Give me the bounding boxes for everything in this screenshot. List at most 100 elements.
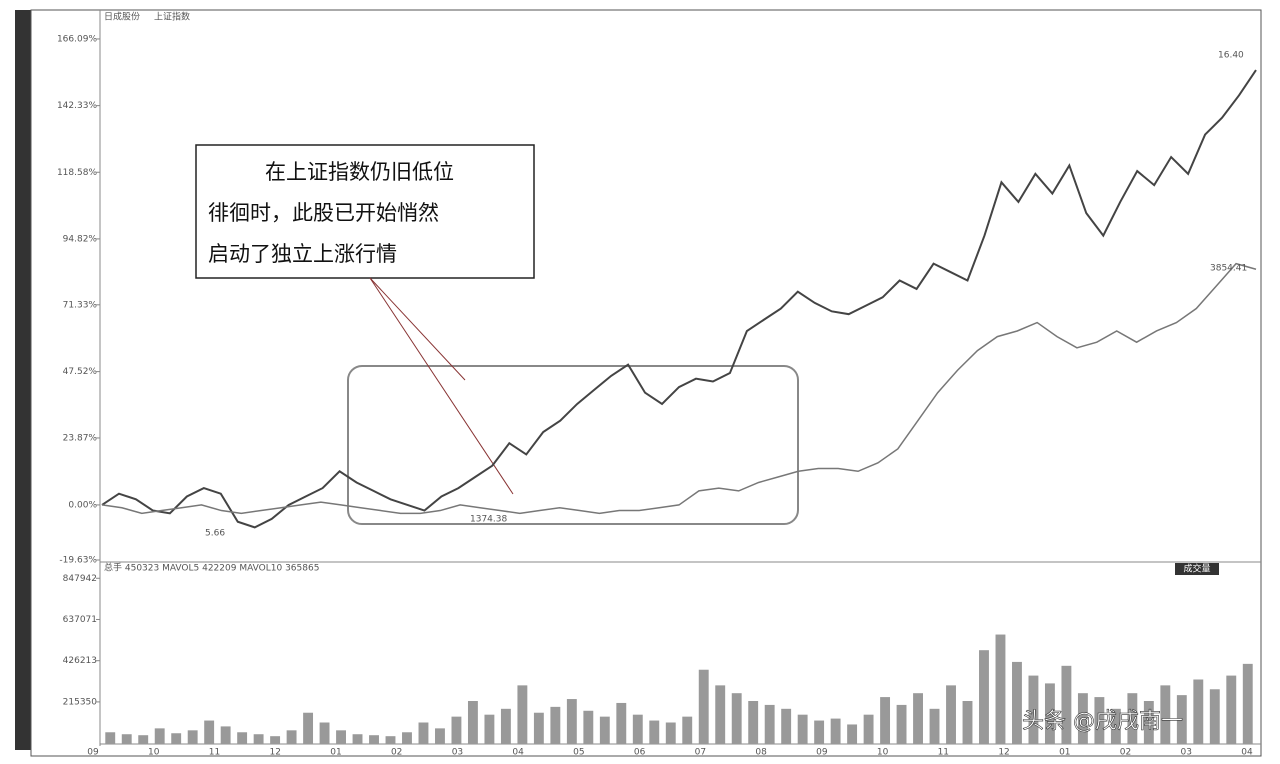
volume-bar <box>253 734 264 744</box>
volume-bar <box>863 714 874 744</box>
volume-tick-label: 215350 <box>63 697 98 707</box>
arrow <box>369 277 514 495</box>
x-tick-label: 05 <box>573 748 584 758</box>
volume-bar <box>237 732 248 744</box>
volume-bar <box>319 722 330 744</box>
volume-bar <box>303 712 314 744</box>
annotation: 3854.41 <box>1210 264 1247 274</box>
y-tick-label: 71.33% <box>63 300 98 310</box>
volume-bar <box>105 732 116 744</box>
volume-bar <box>550 706 561 744</box>
y-tick-label: 23.87% <box>63 433 98 443</box>
volume-bar <box>616 702 627 744</box>
volume-bar <box>1028 675 1039 744</box>
volume-bar <box>171 733 182 744</box>
legend-label: 日成股份 <box>104 11 140 23</box>
volume-bar <box>1160 685 1171 744</box>
x-tick-label: 01 <box>1059 748 1070 758</box>
x-tick-label: 09 <box>816 748 828 758</box>
volume-bar <box>1077 693 1088 744</box>
volume-bar <box>352 734 363 744</box>
volume-tab-label: 成交量 <box>1183 563 1210 575</box>
y-tick-label: 118.58% <box>57 168 97 178</box>
watermark: 头条 @戌戌南一 <box>1022 709 1183 734</box>
volume-bar <box>995 634 1006 744</box>
x-tick-label: 03 <box>1181 748 1192 758</box>
x-tick-label: 11 <box>938 748 949 758</box>
volume-bar <box>1242 663 1253 744</box>
x-tick-label: 10 <box>148 748 160 758</box>
volume-bar <box>880 697 891 744</box>
x-tick-label: 04 <box>1241 748 1253 758</box>
x-tick-label: 02 <box>1120 748 1131 758</box>
volume-header: 总手 450323 MAVOL5 422209 MAVOL10 365865 <box>104 562 319 574</box>
volume-bar <box>1044 683 1055 744</box>
volume-bar <box>1110 708 1121 744</box>
volume-bar <box>913 693 923 744</box>
volume-bar <box>814 720 825 744</box>
volume-bar <box>962 701 973 744</box>
volume-bar <box>1061 665 1072 744</box>
arrow <box>369 277 466 381</box>
x-tick-label: 11 <box>209 748 220 758</box>
volume-bar <box>385 736 396 744</box>
volume-bar <box>946 685 956 744</box>
x-tick-label: 01 <box>330 748 341 758</box>
volume-bar <box>402 732 412 744</box>
volume-bar <box>830 718 841 744</box>
volume-bar <box>583 710 594 744</box>
volume-bar <box>451 716 462 744</box>
volume-bar <box>896 704 907 744</box>
volume-bar <box>1012 661 1022 744</box>
volume-bar <box>979 650 989 744</box>
x-tick-label: 02 <box>391 748 402 758</box>
highlight-box <box>347 365 799 525</box>
volume-bar <box>715 685 726 744</box>
volume-bar <box>121 734 132 744</box>
volume-bar <box>698 669 709 744</box>
x-tick-label: 07 <box>695 748 706 758</box>
x-tick-label: 12 <box>998 748 1009 758</box>
note-line: 启动了独立上涨行情 <box>208 242 397 266</box>
note-box <box>195 144 535 279</box>
volume-bar <box>138 735 149 744</box>
volume-bar <box>154 728 165 744</box>
volume-bar <box>1209 689 1220 744</box>
volume-bar <box>632 714 643 744</box>
volume-bar <box>517 685 528 744</box>
x-tick-label: 10 <box>877 748 889 758</box>
x-tick-label: 03 <box>452 748 463 758</box>
x-tick-label: 06 <box>634 748 646 758</box>
volume-bar <box>220 726 231 744</box>
frame <box>30 9 1262 757</box>
price-line <box>101 262 1257 515</box>
volume-bar <box>929 708 940 744</box>
volume-bar <box>369 735 379 744</box>
annotation: 16.40 <box>1218 51 1244 61</box>
volume-bar <box>336 730 346 744</box>
volume-tick-label: 847942 <box>63 574 97 584</box>
volume-tick-label: 637071 <box>63 615 97 625</box>
volume-bar <box>764 704 775 744</box>
price-line <box>101 69 1257 529</box>
volume-bar <box>748 701 759 744</box>
volume-bar <box>1143 701 1154 744</box>
volume-bar <box>270 736 281 744</box>
annotation: 1374.38 <box>470 515 507 525</box>
volume-bar <box>731 693 742 744</box>
volume-bar <box>187 730 198 744</box>
volume-bar <box>533 712 544 744</box>
x-tick-label: 09 <box>87 748 99 758</box>
annotation: 5.66 <box>205 529 225 539</box>
volume-bar <box>649 720 660 744</box>
volume-bar <box>797 714 808 744</box>
volume-bar <box>500 708 511 744</box>
volume-bar <box>286 730 297 744</box>
y-tick-label: 142.33% <box>57 101 97 111</box>
volume-bar <box>467 701 478 744</box>
y-tick-label: 94.82% <box>63 234 98 244</box>
volume-bar <box>204 720 215 744</box>
volume-bar <box>435 728 445 744</box>
